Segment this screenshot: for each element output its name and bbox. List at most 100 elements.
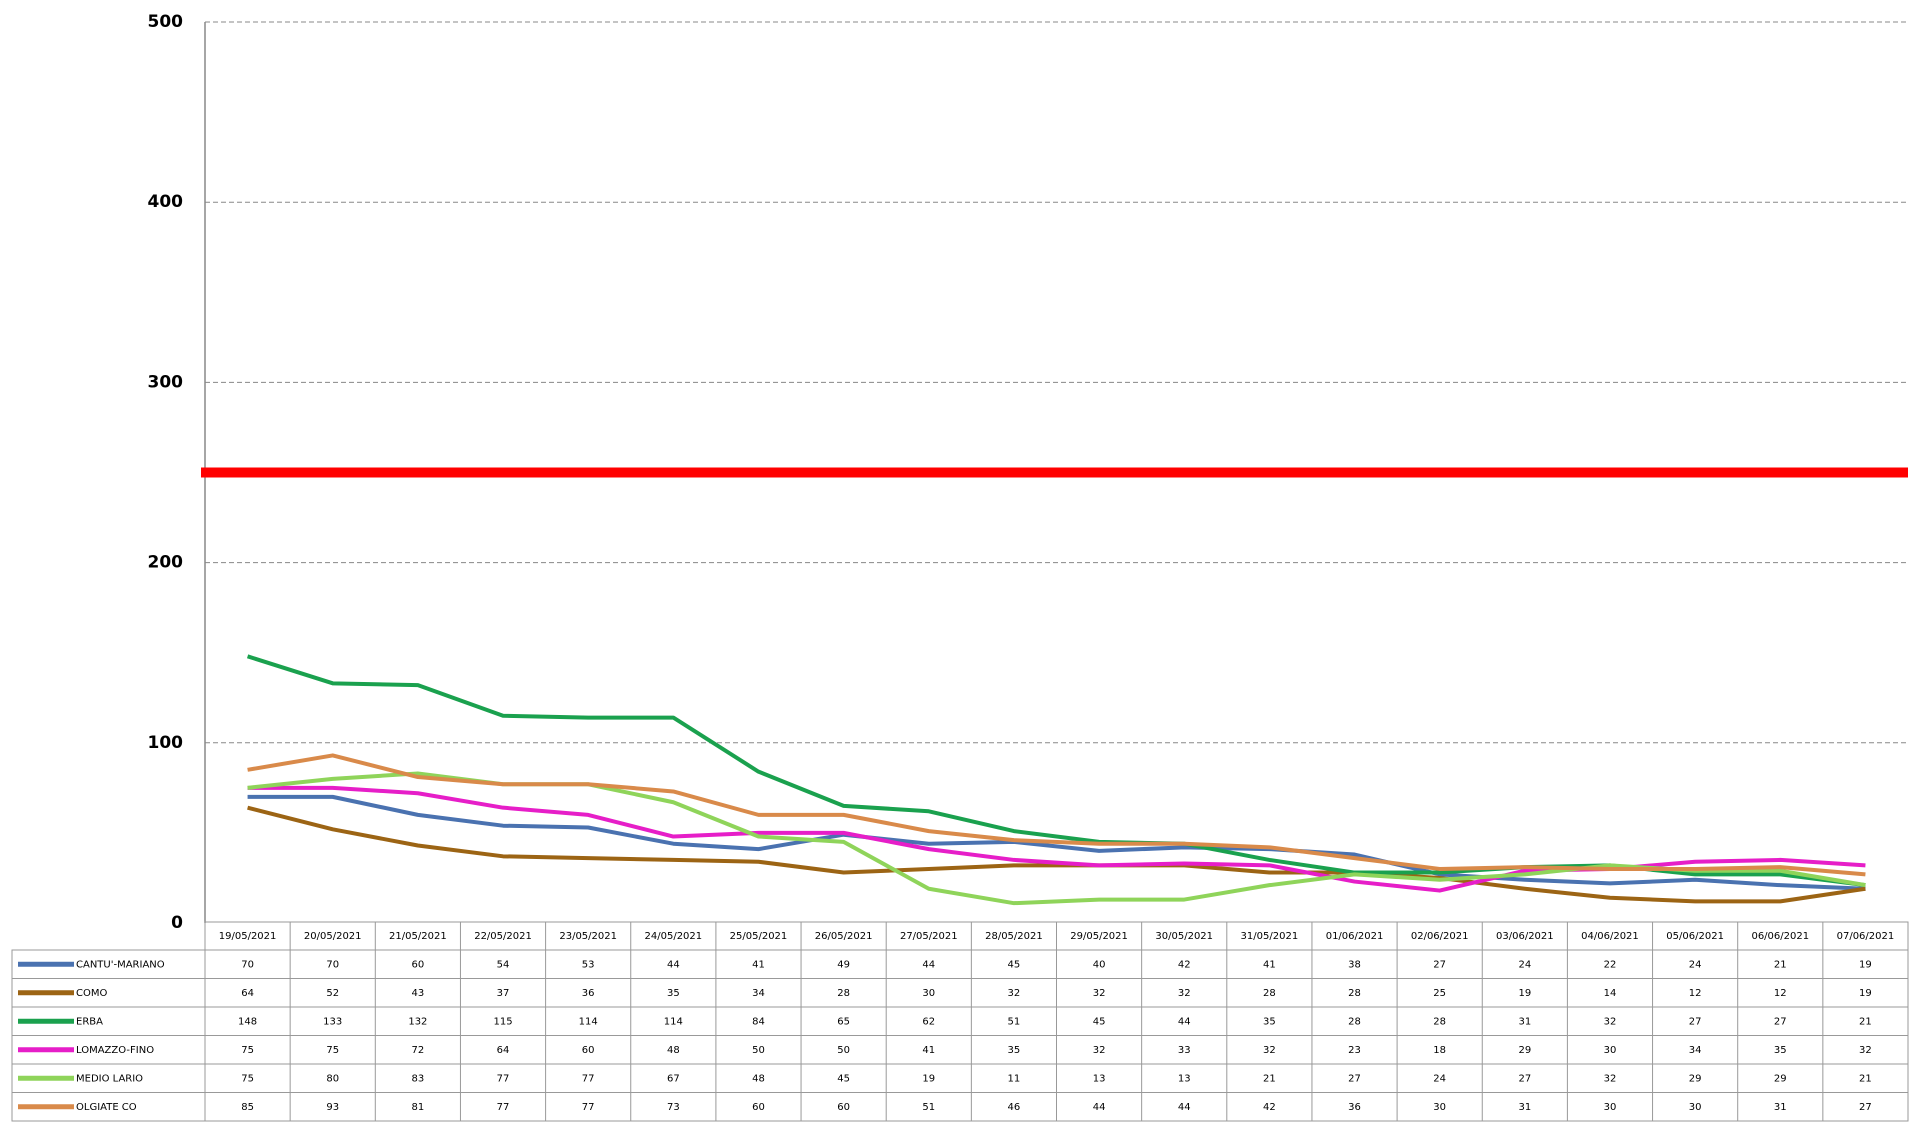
table-value: 21: [1774, 959, 1787, 970]
table-value: 32: [1604, 1073, 1617, 1084]
table-value: 83: [412, 1073, 425, 1084]
table-value: 48: [752, 1073, 765, 1084]
table-value: 12: [1689, 988, 1702, 999]
table-value: 40: [1093, 959, 1106, 970]
table-value: 50: [752, 1045, 765, 1056]
table-value: 19: [1859, 959, 1872, 970]
table-value: 35: [667, 988, 680, 999]
table-value: 53: [582, 959, 595, 970]
table-value: 52: [326, 988, 339, 999]
x-tick-label: 02/06/2021: [1411, 931, 1469, 942]
table-value: 19: [1518, 988, 1531, 999]
table-value: 14: [1604, 988, 1617, 999]
table-value: 22: [1604, 959, 1617, 970]
table-value: 27: [1433, 959, 1446, 970]
table-value: 77: [582, 1102, 595, 1113]
table-value: 19: [922, 1073, 935, 1084]
table-value: 60: [752, 1102, 765, 1113]
table-value: 33: [1178, 1045, 1191, 1056]
x-tick-label: 28/05/2021: [985, 931, 1043, 942]
table-value: 27: [1774, 1016, 1787, 1027]
table-value: 132: [408, 1016, 427, 1027]
table-value: 13: [1093, 1073, 1106, 1084]
table-value: 32: [1859, 1045, 1872, 1056]
table-value: 51: [922, 1102, 935, 1113]
x-tick-label: 23/05/2021: [559, 931, 617, 942]
table-value: 31: [1518, 1016, 1531, 1027]
table-value: 24: [1433, 1073, 1446, 1084]
x-tick-label: 31/05/2021: [1241, 931, 1299, 942]
table-value: 67: [667, 1073, 680, 1084]
table-value: 35: [1008, 1045, 1021, 1056]
table-value: 41: [752, 959, 765, 970]
table-value: 84: [752, 1016, 765, 1027]
x-tick-label: 06/06/2021: [1751, 931, 1809, 942]
table-value: 45: [1093, 1016, 1106, 1027]
series-line: [247, 805, 1866, 904]
table-value: 77: [582, 1073, 595, 1084]
table-value: 21: [1859, 1016, 1872, 1027]
table-value: 27: [1348, 1073, 1361, 1084]
table-value: 80: [326, 1073, 339, 1084]
table-value: 42: [1263, 1102, 1276, 1113]
x-tick-label: 07/06/2021: [1837, 931, 1895, 942]
x-tick-label: 21/05/2021: [389, 931, 447, 942]
x-tick-label: 19/05/2021: [219, 931, 277, 942]
table-value: 35: [1263, 1016, 1276, 1027]
table-value: 29: [1689, 1073, 1702, 1084]
table-value: 44: [667, 959, 680, 970]
legend-label: LOMAZZO-FINO: [76, 1045, 154, 1056]
table-value: 24: [1689, 959, 1702, 970]
legend-label: ERBA: [76, 1016, 103, 1027]
y-tick-label: 100: [148, 733, 184, 753]
table-value: 38: [1348, 959, 1361, 970]
table-value: 114: [664, 1016, 683, 1027]
series-line: [247, 794, 1866, 891]
table-value: 32: [1604, 1016, 1617, 1027]
table-value: 148: [238, 1016, 257, 1027]
table-value: 70: [241, 959, 254, 970]
table-value: 27: [1518, 1073, 1531, 1084]
table-value: 34: [752, 988, 765, 999]
table-value: 13: [1178, 1073, 1191, 1084]
table-value: 81: [412, 1102, 425, 1113]
table-value: 21: [1263, 1073, 1276, 1084]
table-value: 42: [1178, 959, 1191, 970]
table-value: 60: [412, 959, 425, 970]
table-value: 12: [1774, 988, 1787, 999]
table-value: 28: [837, 988, 850, 999]
table-value: 46: [1008, 1102, 1021, 1113]
series-line: [247, 785, 1866, 893]
series-line: [246, 654, 1866, 888]
table-value: 114: [579, 1016, 598, 1027]
table-value: 73: [667, 1102, 680, 1113]
x-tick-label: 03/06/2021: [1496, 931, 1554, 942]
table-value: 11: [1008, 1073, 1021, 1084]
table-value: 21: [1859, 1073, 1872, 1084]
table-value: 24: [1518, 959, 1531, 970]
table-value: 32: [1008, 988, 1021, 999]
table-value: 75: [326, 1045, 339, 1056]
x-tick-label: 20/05/2021: [304, 931, 362, 942]
legend-label: OLGIATE CO: [76, 1102, 137, 1113]
table-value: 60: [582, 1045, 595, 1056]
table-value: 34: [1689, 1045, 1702, 1056]
table-value: 36: [582, 988, 595, 999]
table-value: 51: [1008, 1016, 1021, 1027]
legend-label: COMO: [76, 988, 107, 999]
table-value: 64: [241, 988, 254, 999]
table-value: 115: [493, 1016, 512, 1027]
y-tick-label: 400: [148, 192, 184, 212]
x-tick-label: 01/06/2021: [1326, 931, 1384, 942]
x-tick-label: 26/05/2021: [815, 931, 873, 942]
table-value: 28: [1348, 988, 1361, 999]
table-value: 45: [1008, 959, 1021, 970]
table-value: 32: [1178, 988, 1191, 999]
table-value: 29: [1774, 1073, 1787, 1084]
x-tick-label: 25/05/2021: [730, 931, 788, 942]
table-value: 77: [497, 1073, 510, 1084]
table-value: 27: [1689, 1016, 1702, 1027]
table-value: 70: [326, 959, 339, 970]
table-value: 44: [1178, 1102, 1191, 1113]
x-tick-label: 29/05/2021: [1070, 931, 1128, 942]
